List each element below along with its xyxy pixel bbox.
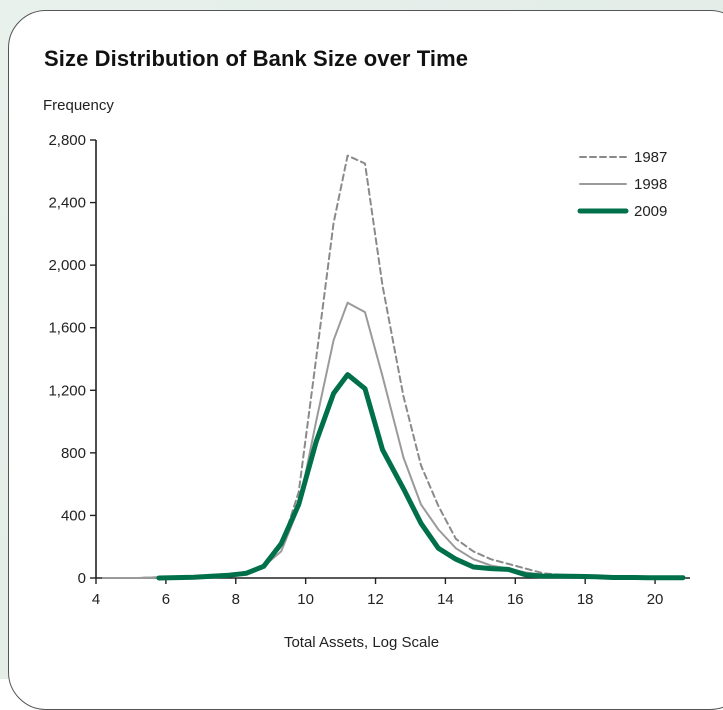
series-line-2009 [156,372,686,581]
legend-label-1998: 1998 [634,176,667,193]
y-tick-label: 2,000 [48,257,86,274]
x-tick-label: 6 [162,591,170,608]
legend-label-2009: 2009 [634,203,667,220]
y-axis-label: Frequency [43,97,114,114]
x-tick-label: 4 [92,591,100,608]
x-tick-label: 14 [437,591,454,608]
x-tick-label: 18 [577,591,594,608]
chart-card [8,10,723,710]
y-tick-label: 1,600 [48,320,86,337]
x-tick-label: 16 [507,591,524,608]
chart-title: Size Distribution of Bank Size over Time [44,46,469,71]
x-axis-label: Total Assets, Log Scale [283,634,440,651]
y-tick-label: 2,400 [48,195,86,212]
y-tick-label: 800 [61,445,86,462]
x-tick-label: 12 [367,591,384,608]
y-tick-label: 0 [78,570,86,587]
x-tick-label: 20 [647,591,664,608]
x-tick-label: 8 [232,591,240,608]
x-tick-label: 10 [297,591,314,608]
series-line-1987 [102,154,684,579]
legend-label-1987: 1987 [634,149,667,166]
y-tick-label: 400 [61,507,86,524]
y-tick-label: 1,200 [48,382,86,399]
chart-plot: 0 400 800 1,200 1,600 2,000 2,400 2,800 4 6 8 10 12 1… [48,132,690,608]
y-tick-label: 2,800 [48,132,86,149]
series-line-1998 [102,301,684,579]
